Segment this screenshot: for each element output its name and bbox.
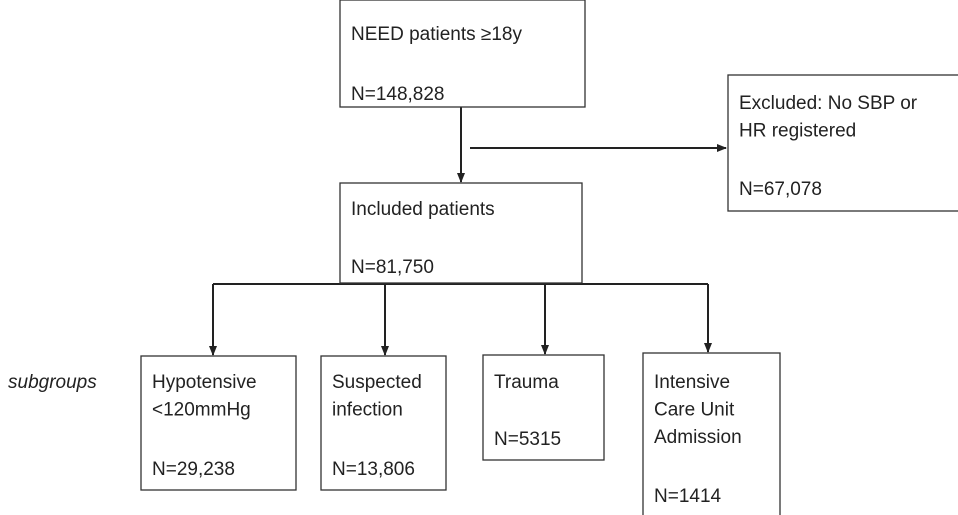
connectors	[209, 107, 727, 356]
box-text: <120mmHg	[152, 400, 251, 421]
box-text: Care Unit	[654, 400, 735, 421]
box-text: Suspected	[332, 372, 422, 393]
box	[642, 352, 781, 515]
box-text: Intensive	[654, 372, 730, 393]
box	[482, 354, 605, 461]
nodes: NEED patients ≥18y N=148,828 Excluded: No …	[140, 0, 958, 515]
box-count: N=67,078	[739, 179, 822, 200]
box	[339, 182, 583, 284]
box-text: Included patients	[351, 199, 495, 220]
box-count: N=29,238	[152, 459, 235, 480]
box	[320, 355, 447, 491]
box	[140, 355, 297, 491]
box-text: Excluded: No SBP or	[739, 93, 918, 114]
box-count: N=13,806	[332, 459, 415, 480]
side-label: subgroups	[8, 372, 97, 393]
box-text: NEED patients ≥18y	[351, 24, 522, 45]
box-text: infection	[332, 400, 403, 421]
box-count: N=148,828	[351, 84, 445, 105]
box-text: HR registered	[739, 121, 856, 142]
box	[339, 0, 586, 108]
box-text: Trauma	[494, 372, 559, 393]
box	[727, 74, 958, 212]
box-text: Admission	[654, 427, 742, 448]
box-text: Hypotensive	[152, 372, 257, 393]
box-count: N=81,750	[351, 257, 434, 278]
box-count: N=1414	[654, 486, 722, 507]
box-count: N=5315	[494, 429, 561, 450]
